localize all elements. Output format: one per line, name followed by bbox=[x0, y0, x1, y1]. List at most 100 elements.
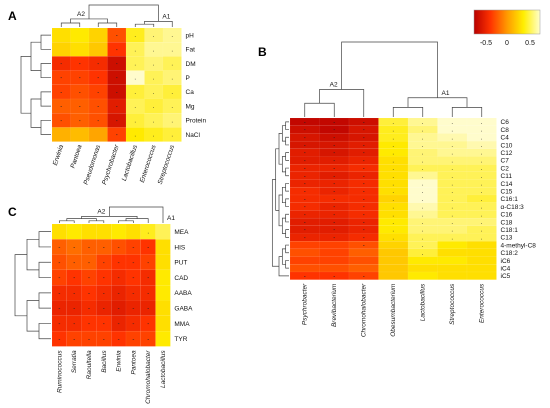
heatmap-cell bbox=[437, 271, 468, 280]
significance-mark: . bbox=[422, 243, 424, 249]
row-dendrogram-branch bbox=[281, 248, 286, 265]
significance-mark: - bbox=[333, 212, 335, 218]
significance-mark: - bbox=[333, 143, 335, 149]
column-dendrogram-branch bbox=[118, 220, 134, 223]
significance-mark: - bbox=[304, 189, 306, 195]
row-dendrogram-branch bbox=[285, 198, 289, 207]
significance-mark: - bbox=[79, 104, 81, 110]
significance-mark: . bbox=[481, 189, 483, 195]
column-label: Enterococcus bbox=[479, 283, 486, 323]
row-dendrogram-branch bbox=[281, 186, 286, 204]
significance-mark: . bbox=[134, 76, 136, 82]
significance-mark: - bbox=[88, 321, 90, 327]
significance-mark: . bbox=[451, 212, 453, 218]
heatmap-cell bbox=[111, 223, 127, 240]
significance-mark: - bbox=[79, 118, 81, 124]
significance-mark: - bbox=[363, 197, 365, 203]
column-dendrogram-root bbox=[341, 41, 438, 98]
column-label: Chromohalobacter bbox=[145, 350, 152, 404]
significance-mark: . bbox=[422, 235, 424, 241]
significance-mark: - bbox=[103, 260, 105, 266]
heatmap-cell bbox=[407, 256, 438, 265]
heatmap-cell bbox=[319, 248, 350, 257]
heatmap-cell bbox=[70, 27, 90, 43]
significance-mark: - bbox=[333, 166, 335, 172]
significance-mark: . bbox=[171, 118, 173, 124]
row-label: C2 bbox=[501, 165, 510, 172]
row-label: pH bbox=[186, 32, 195, 39]
significance-mark: . bbox=[451, 135, 453, 141]
significance-mark: . bbox=[392, 143, 394, 149]
column-label: Serratia bbox=[71, 350, 78, 373]
significance-mark: - bbox=[118, 321, 120, 327]
heatmap-cell bbox=[378, 264, 409, 273]
significance-mark: . bbox=[392, 235, 394, 241]
significance-mark: . bbox=[153, 118, 155, 124]
significance-mark: - bbox=[58, 245, 60, 251]
significance-mark: - bbox=[60, 90, 62, 96]
significance-mark: - bbox=[116, 76, 118, 82]
significance-mark: . bbox=[422, 220, 424, 226]
column-label: Pantoea bbox=[130, 350, 137, 375]
significance-mark: . bbox=[481, 128, 483, 134]
row-dendrogram-branch bbox=[285, 167, 289, 177]
significance-mark: - bbox=[97, 104, 99, 110]
heatmap-cell bbox=[51, 27, 71, 43]
row-dendrogram-branch bbox=[20, 56, 31, 114]
significance-mark: . bbox=[481, 174, 483, 180]
significance-mark: . bbox=[422, 128, 424, 134]
heatmap-cell bbox=[319, 256, 350, 265]
row-dendrogram-branch bbox=[278, 133, 283, 165]
significance-mark: - bbox=[363, 235, 365, 241]
significance-mark: - bbox=[103, 337, 105, 343]
column-dendrogram-root bbox=[88, 4, 159, 22]
significance-mark: - bbox=[118, 291, 120, 297]
heatmap-cell bbox=[466, 171, 497, 180]
column-label: Raoultella bbox=[86, 350, 93, 379]
heatmap-cell bbox=[466, 241, 497, 250]
row-label: C18:2 bbox=[501, 250, 519, 257]
color-key: -0.5 0 0.5 bbox=[473, 9, 541, 47]
significance-mark: . bbox=[481, 228, 483, 234]
heatmap-cell bbox=[289, 248, 320, 257]
heatmap-cell bbox=[155, 300, 171, 316]
heatmap-cell bbox=[437, 248, 468, 257]
heatmap-cell bbox=[289, 256, 320, 265]
significance-mark: - bbox=[333, 181, 335, 187]
heatmap-cell bbox=[319, 241, 350, 250]
heatmap-cell bbox=[407, 271, 438, 280]
row-dendrogram-branch bbox=[40, 34, 51, 50]
heatmap-cell bbox=[162, 113, 182, 128]
column-dendrogram-branch bbox=[451, 107, 483, 117]
color-key-tick-high: 0.5 bbox=[525, 40, 535, 47]
significance-mark: - bbox=[58, 276, 60, 282]
column-label: Erwinia bbox=[116, 350, 123, 372]
row-dendrogram-branch bbox=[30, 41, 41, 71]
significance-mark: . bbox=[451, 158, 453, 164]
significance-mark: . bbox=[451, 220, 453, 226]
row-label: Fat bbox=[186, 47, 196, 54]
cluster-label-a2: A2 bbox=[77, 11, 85, 18]
heatmap-cell bbox=[437, 264, 468, 273]
significance-mark: . bbox=[392, 228, 394, 234]
significance-mark: - bbox=[304, 166, 306, 172]
significance-mark: - bbox=[304, 220, 306, 226]
significance-mark: - bbox=[333, 120, 335, 126]
significance-mark: . bbox=[422, 151, 424, 157]
heatmap-cell bbox=[466, 133, 497, 142]
significance-mark: - bbox=[118, 306, 120, 312]
significance-mark: - bbox=[304, 228, 306, 234]
significance-mark: . bbox=[422, 158, 424, 164]
row-dendrogram-branch bbox=[26, 300, 39, 332]
significance-mark: - bbox=[73, 245, 75, 251]
panel-letter-c: C bbox=[8, 205, 17, 219]
row-dendrogram-branch bbox=[38, 292, 51, 309]
significance-mark: - bbox=[304, 151, 306, 157]
significance-mark: . bbox=[481, 181, 483, 187]
heatmap-cell bbox=[155, 315, 171, 332]
significance-mark: - bbox=[147, 245, 149, 251]
significance-mark: . bbox=[171, 104, 173, 110]
heatmap-cell bbox=[88, 127, 108, 142]
cluster-label-a1: A1 bbox=[442, 90, 450, 97]
